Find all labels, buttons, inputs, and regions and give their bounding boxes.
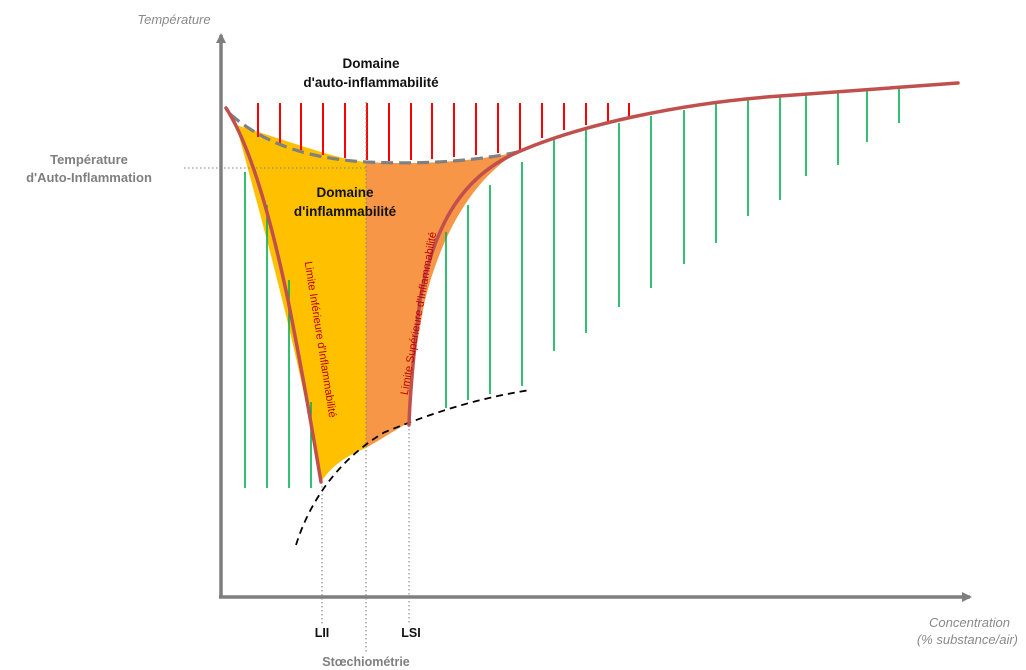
auto-ignition-domain-label-line2: d'auto-inflammabilité [303, 75, 439, 90]
flammability-domain-label: Domaine [316, 185, 374, 200]
non-flammable-hatching [244, 89, 900, 488]
upper-flammable-region [366, 152, 518, 448]
auto-ignition-domain-label: Domaine [342, 56, 400, 71]
auto-ignition-boundary [228, 112, 519, 165]
auto-ignition-hatching [257, 103, 630, 161]
lii-tick-label: LII [315, 626, 330, 640]
x-axis-title: Concentration [929, 615, 1010, 630]
y-axis-title: Température [137, 12, 210, 27]
x-axis-unit: (% substance/air) [917, 632, 1018, 647]
ait-label: Température [50, 152, 128, 167]
lsi-tick-label: LSI [401, 626, 420, 640]
stoechiometry-label: Stœchiométrie [322, 655, 410, 669]
reference-lines [184, 102, 410, 654]
lsi-curve [407, 81, 960, 427]
flammability-domain-label-line2: d'inflammabilité [294, 204, 397, 219]
min-ignition-curve [295, 389, 531, 546]
lii-curve [224, 106, 323, 484]
ait-label-line2: d'Auto-Inflammation [26, 170, 152, 185]
